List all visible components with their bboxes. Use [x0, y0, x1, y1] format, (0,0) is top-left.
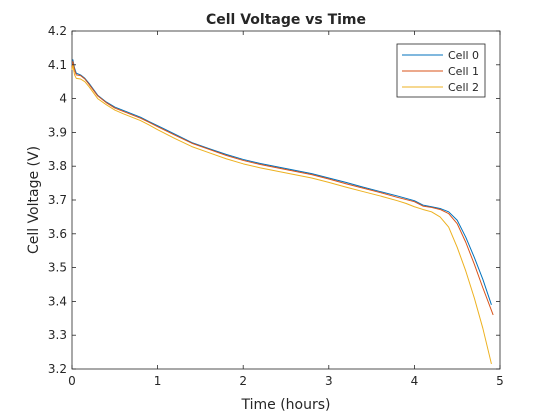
y-tick-label: 3.3: [48, 328, 67, 342]
legend-items: Cell 0 Cell 1 Cell 2: [402, 49, 479, 94]
legend-label-cell-2: Cell 2: [448, 81, 479, 94]
y-tick-label: 3.6: [48, 227, 67, 241]
y-tick-label: 3.5: [48, 261, 67, 275]
series-layer: [71, 59, 494, 365]
series-line-cell-2: [71, 64, 492, 365]
x-axis-label: Time (hours): [241, 397, 331, 413]
x-tick-label: 5: [496, 374, 504, 388]
x-tick-label: 4: [411, 374, 419, 388]
y-tick-label: 4.1: [48, 58, 67, 72]
y-tick-label: 4: [59, 92, 67, 106]
y-tick-label: 4.2: [48, 24, 67, 38]
legend: Cell 0 Cell 1 Cell 2: [396, 43, 486, 98]
x-tick-label: 2: [239, 374, 247, 388]
y-tick-label: 3.9: [48, 125, 67, 139]
y-tick-label: 3.4: [48, 294, 67, 308]
y-tick-label: 3.2: [48, 362, 67, 376]
x-tick-label: 3: [325, 374, 333, 388]
y-tick-label: 3.7: [48, 193, 67, 207]
legend-label-cell-0: Cell 0: [448, 49, 479, 62]
y-tick-label: 3.8: [48, 159, 67, 173]
chart-title: Cell Voltage vs Time: [206, 12, 366, 28]
legend-label-cell-1: Cell 1: [448, 65, 479, 78]
series-line-cell-1: [71, 60, 494, 316]
x-tick-label: 0: [68, 374, 76, 388]
series-line-cell-0: [71, 59, 492, 305]
x-tick-label: 1: [154, 374, 162, 388]
y-axis-label: Cell Voltage (V): [26, 146, 42, 254]
tick-layer: 0 1 2 3 4 5 3.2 3.3 3.4 3.5 3.6 3.7 3.8 3.9 4 4.1 4.2: [48, 24, 504, 388]
